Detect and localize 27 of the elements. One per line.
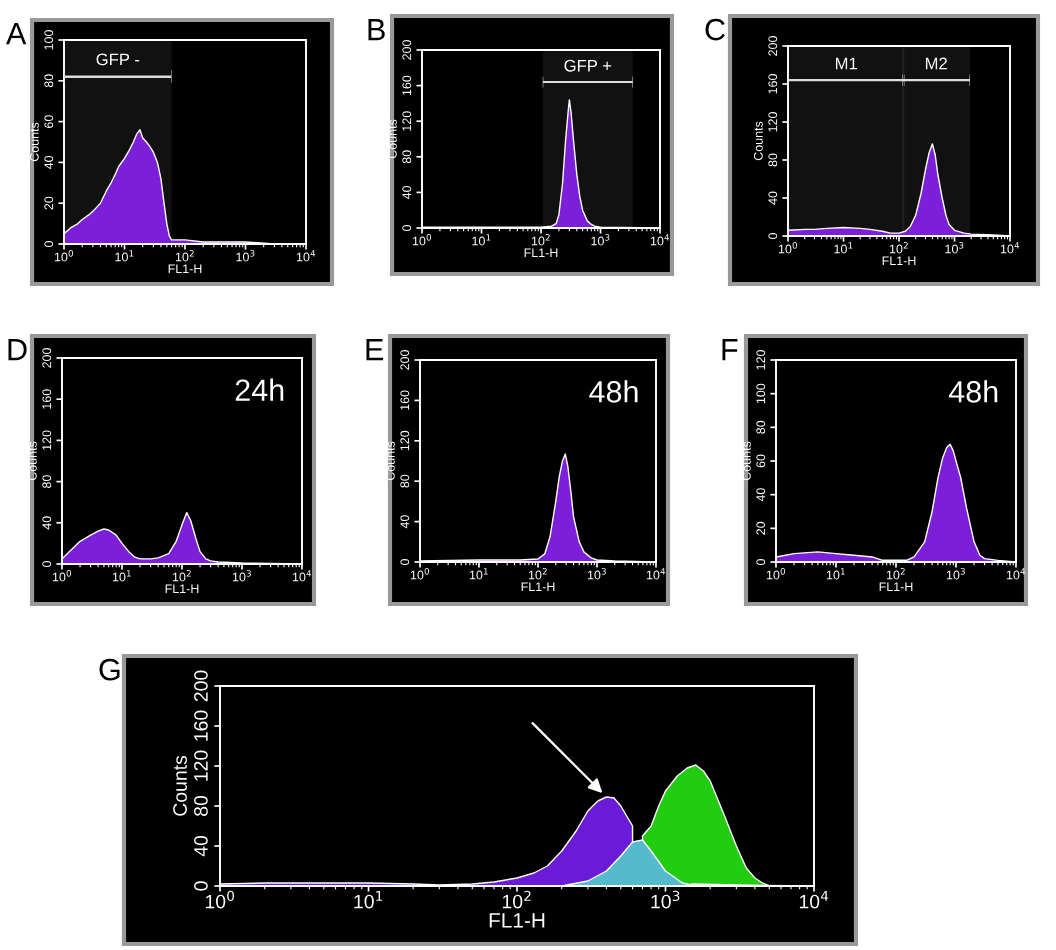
band-label: GFP + [564, 59, 612, 72]
y-tick-label: 200 [194, 670, 208, 702]
y-tick-label: 0 [194, 881, 208, 891]
y-tick-label: 160 [194, 710, 208, 741]
chart-title: B [368, 19, 385, 41]
band-label: GFP - [96, 53, 140, 66]
x-tick-label: 10$^{1}$ [354, 890, 383, 909]
band-label: M1 [835, 57, 857, 70]
chart-title: C [705, 18, 725, 41]
x-tick-label: 10$^{2}$ [502, 890, 531, 909]
chart-title: E [366, 339, 384, 361]
x-tick-label: 10$^{3}$ [651, 890, 680, 909]
chart-title: F [722, 339, 738, 361]
y-tick-label: 80 [194, 795, 208, 816]
y-tick-label: 40 [194, 835, 208, 857]
band-label: M2 [925, 57, 947, 70]
chart-title: G [99, 658, 120, 681]
annotation: 48h [589, 380, 638, 403]
chart-title: A [6, 23, 27, 45]
x-tick-label: 10$^{0}$ [205, 890, 235, 909]
chart-title: D [8, 339, 27, 361]
y-axis-title: Counts [173, 755, 187, 816]
x-tick-label: 10$^{4}$ [799, 890, 829, 909]
annotation: 48h [948, 380, 998, 403]
y-tick-label: 120 [194, 750, 208, 781]
x-axis-title: FL1-H [489, 913, 545, 928]
annotation: 24h [235, 378, 284, 401]
